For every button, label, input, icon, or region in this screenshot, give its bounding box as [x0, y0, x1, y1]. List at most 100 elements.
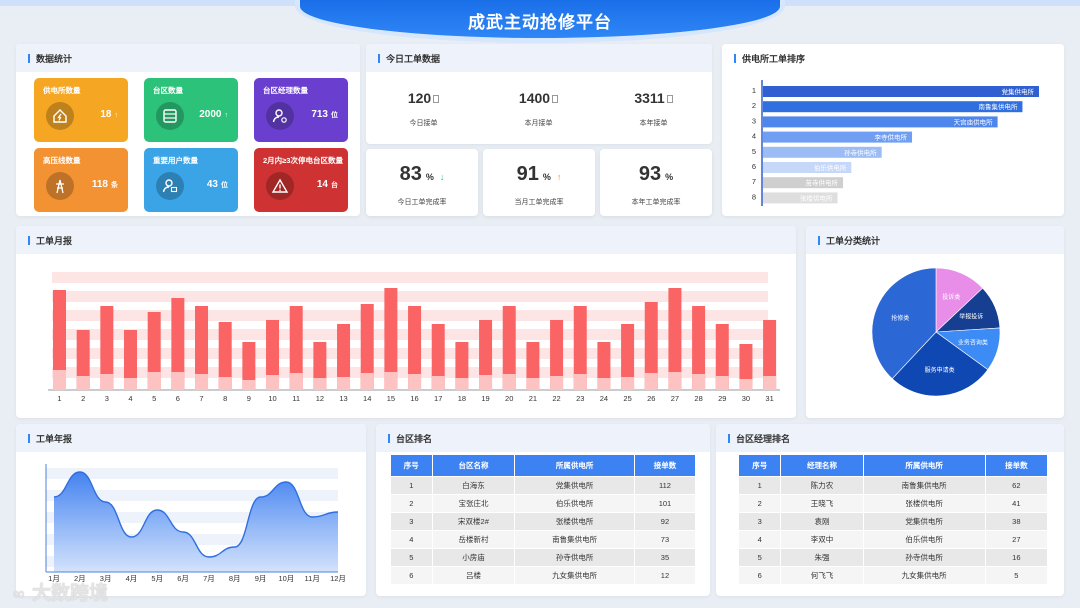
table-cell: 袁刚 [780, 512, 864, 531]
table-cell: 南鲁集供电所 [862, 476, 986, 495]
bar-base [242, 380, 256, 390]
x-tick-label: 12 [316, 394, 324, 403]
arrow-up-icon: ↑ [556, 172, 562, 182]
x-tick-label: 2 [81, 394, 85, 403]
stat-value: 2000 [199, 109, 222, 120]
x-tick-label: 15 [387, 394, 395, 403]
table-cell: 宝张庄北 [431, 494, 516, 513]
table-cell: 12 [633, 566, 697, 585]
stat-card-label: 台区经理数量 [263, 86, 308, 95]
table-cell: 1 [737, 476, 782, 495]
rank-bar-label: 李寺供电所 [875, 133, 908, 142]
panel-title: 工单分类统计 [806, 226, 1064, 254]
table-row[interactable]: 6 吕楼 九女集供电所 12 [390, 566, 697, 585]
column-header[interactable]: 所属供电所 [862, 454, 986, 477]
bar-base [573, 374, 587, 390]
panel-title: 工单月报 [16, 226, 796, 254]
table-row[interactable]: 6 何飞飞 九女集供电所 5 [737, 566, 1049, 585]
document-icon [666, 95, 673, 104]
bar [100, 306, 114, 390]
bar [124, 330, 138, 390]
rank-tick-label: 8 [752, 192, 756, 201]
bar [218, 322, 232, 390]
column-header[interactable]: 接单数 [633, 454, 697, 477]
stat-unit: ↑ [114, 112, 119, 119]
bar-base [644, 373, 658, 390]
x-tick-label: 4 [128, 394, 132, 403]
order-count-value: 1400 [481, 90, 596, 106]
table-cell: 张楼供电所 [514, 512, 635, 531]
table-cell: 孙寺供电所 [862, 548, 986, 567]
panel-title: 数据统计 [16, 44, 360, 72]
column-header[interactable]: 台区名称 [431, 454, 516, 477]
rate-value: 93% [600, 163, 712, 186]
stat-card-value: 118 条 [92, 179, 118, 190]
stat-card: 2月内≥3次停电台区数量 14 台 [254, 148, 348, 212]
warning-icon [266, 172, 294, 200]
stat-card: 高压线数量 118 条 [34, 148, 128, 212]
monthly-chart: 1 2 3 4 5 6 7 8 9 10 11 12 13 14 15 16 17 18 19 20 21 22 23 24 2… [48, 272, 780, 403]
panel-title: 供电所工单排序 [722, 44, 1064, 72]
table-row[interactable]: 5 小房庙 孙寺供电所 35 [390, 548, 697, 567]
stat-card-label: 重要用户数量 [153, 156, 198, 165]
watermark-icon: ∞ [12, 584, 26, 603]
table-row[interactable]: 1 陈力农 南鲁集供电所 62 [737, 476, 1049, 495]
stat-card-value: 18 ↑ [100, 109, 118, 120]
x-tick-label: 3 [105, 394, 109, 403]
bar-base [218, 377, 232, 390]
area-line [53, 471, 339, 558]
table-cell: 1 [390, 476, 433, 495]
column-header[interactable]: 所属供电所 [514, 454, 635, 477]
x-tick-label: 13 [339, 394, 347, 403]
x-tick-label: 5月 [151, 574, 163, 583]
table-cell: 101 [633, 494, 697, 513]
stat-card-value: 2000 ↑ [199, 109, 228, 120]
bar-base [763, 376, 777, 390]
order-count-label: 本年接单 [639, 120, 668, 127]
table-cell: 伯乐供电所 [514, 494, 635, 513]
table-cell: 九女集供电所 [862, 566, 986, 585]
rate-number: 93 [638, 163, 662, 185]
column-header[interactable]: 序号 [390, 454, 433, 477]
stat-card-label: 高压线数量 [43, 156, 81, 165]
x-tick-label: 16 [410, 394, 418, 403]
table-row[interactable]: 1 白海东 党集供电所 112 [390, 476, 697, 495]
completion-rate: 93% 本年工单完成率 [600, 149, 712, 216]
rank-bar [763, 131, 913, 143]
grid-band [46, 512, 338, 523]
rate-unit: % [425, 172, 434, 182]
column-header[interactable]: 接单数 [984, 454, 1049, 477]
x-tick-label: 7月 [203, 574, 215, 583]
x-tick-label: 28 [694, 394, 702, 403]
column-header[interactable]: 经理名称 [780, 454, 864, 477]
bar-base [526, 378, 540, 390]
table-row[interactable]: 3 袁刚 党集供电所 38 [737, 512, 1049, 531]
stat-card-label: 2月内≥3次停电台区数量 [263, 156, 343, 165]
order-count: 120 今日接单 [366, 78, 481, 138]
bar [739, 344, 753, 390]
table-row[interactable]: 2 王晓飞 张楼供电所 41 [737, 494, 1049, 513]
bar-base [739, 379, 753, 390]
table-row[interactable]: 5 朱强 孙寺供电所 16 [737, 548, 1049, 567]
table-row[interactable]: 4 岳楼新村 南鲁集供电所 73 [390, 530, 697, 549]
bar-base [408, 374, 422, 390]
rank-bar [763, 101, 1023, 113]
monthly-panel: 工单月报 1 2 3 4 5 6 7 8 9 10 11 12 13 14 15 16 17 18 19 20 21 22… [16, 226, 796, 418]
bar-base [431, 376, 445, 390]
bar [289, 306, 303, 390]
column-header[interactable]: 序号 [737, 454, 782, 477]
table-row[interactable]: 2 宝张庄北 伯乐供电所 101 [390, 494, 697, 513]
rank-tick-label: 1 [752, 86, 756, 95]
pie-slice [891, 331, 989, 397]
order-count: 1400 本月接单 [481, 78, 596, 138]
x-tick-label: 8 [223, 394, 227, 403]
table-cell: 16 [984, 548, 1049, 567]
table-row[interactable]: 4 李双中 伯乐供电所 27 [737, 530, 1049, 549]
table-cell: 吕楼 [431, 566, 516, 585]
stat-card-value: 713 位 [311, 109, 338, 120]
rank-bar-label: 南鲁集供电所 [978, 102, 1018, 111]
table-row[interactable]: 3 宋双楼2# 张楼供电所 92 [390, 512, 697, 531]
table-cell: 伯乐供电所 [862, 530, 986, 549]
rate-label: 今日工单完成率 [397, 199, 447, 206]
